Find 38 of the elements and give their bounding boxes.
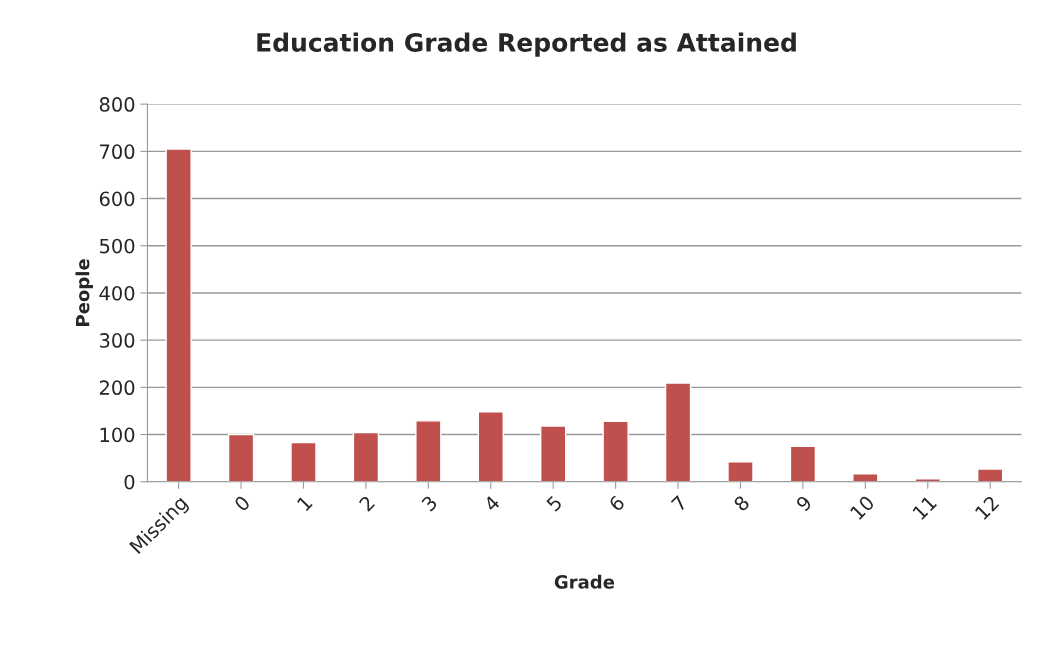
bar <box>352 431 380 482</box>
x-tick-label: 6 <box>608 494 626 512</box>
y-tick-label: 600 <box>99 191 135 207</box>
x-tick-label: 4 <box>483 494 501 513</box>
y-tick-label: 100 <box>100 427 135 443</box>
bar <box>227 433 255 482</box>
bar <box>540 425 567 482</box>
x-tick-label: 9 <box>795 494 813 513</box>
x-tick-label: 12 <box>974 495 1000 520</box>
x-tick-label: 2 <box>358 495 375 512</box>
bar <box>789 445 817 482</box>
y-axis-title: People <box>75 259 93 326</box>
y-tick-label: 400 <box>99 285 135 301</box>
x-tick-label: 0 <box>233 494 251 513</box>
y-tick-label: 200 <box>99 380 135 396</box>
x-tick-label: 11 <box>912 495 937 520</box>
bar <box>602 420 629 482</box>
y-tick-label: 700 <box>100 144 135 160</box>
x-tick-label: 8 <box>732 494 751 512</box>
y-tick-label: 500 <box>100 238 135 254</box>
x-tick-label: 10 <box>849 494 876 521</box>
y-tick-label: 800 <box>99 97 135 112</box>
x-tick-label: 1 <box>296 495 313 512</box>
y-tick-label: 300 <box>99 333 135 348</box>
bar <box>852 473 879 482</box>
x-axis-title: Grade <box>554 574 615 589</box>
x-tick-label: 5 <box>545 495 563 512</box>
bar <box>727 461 754 482</box>
bar <box>977 468 1004 482</box>
bar <box>477 411 504 482</box>
bar <box>165 148 192 482</box>
bar <box>664 382 692 482</box>
y-tick-label: 0 <box>124 474 135 490</box>
bar <box>415 420 442 482</box>
x-tick-label: 7 <box>670 495 688 512</box>
bar <box>290 441 317 482</box>
x-tick-label: 3 <box>420 494 438 512</box>
chart-title: Education Grade Reported as Attained <box>257 32 796 57</box>
